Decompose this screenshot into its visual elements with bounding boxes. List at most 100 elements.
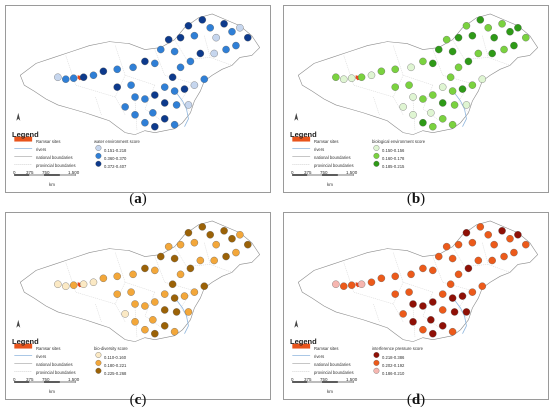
national-boundary: [19, 13, 261, 135]
site-marker: [427, 109, 435, 117]
scale-750: 750: [42, 170, 50, 175]
site-marker: [186, 57, 195, 66]
site-marker: [448, 47, 457, 56]
site-marker: [500, 252, 508, 261]
provincial-boundary: [458, 290, 471, 320]
site-marker: [462, 308, 471, 316]
score-class-symbol: [373, 359, 380, 366]
site-marker: [438, 83, 447, 91]
site-marker: [210, 256, 218, 265]
scale-0: 0: [13, 377, 16, 382]
site-marker: [405, 81, 413, 89]
scale-375: 375: [304, 170, 312, 175]
north-arrow-icon: [16, 112, 21, 121]
scale-bar-segment: [44, 174, 60, 176]
provincial-boundary: [65, 55, 116, 98]
site-marker: [448, 120, 457, 129]
scale-1500: 1,500: [346, 170, 358, 175]
scale-375: 375: [26, 170, 34, 175]
score-class-3: 0.372-0.407: [104, 164, 127, 169]
site-marker: [347, 74, 356, 82]
river-line: [176, 92, 189, 127]
site-marker: [141, 95, 149, 103]
provincial-boundary: [115, 252, 155, 293]
score-class-symbol: [95, 359, 102, 366]
site-marker: [222, 45, 230, 54]
score-class-3: 0.185-0.215: [382, 164, 405, 169]
site-marker: [99, 274, 108, 283]
score-class-1: 0.218-0.386: [382, 355, 405, 360]
site-marker: [377, 274, 386, 283]
map-panel-d: Legend Ramsar sites rivers national boun…: [283, 212, 549, 400]
legend-provincial: provincial boundaries: [36, 163, 76, 168]
site-marker: [427, 316, 435, 324]
legend-ramsar: Ramsar sites: [36, 139, 61, 144]
provincial-boundary: [144, 292, 165, 330]
legend-national: national boundaries: [314, 362, 351, 367]
site-marker: [62, 75, 70, 83]
legend-provincial: provincial boundaries: [36, 370, 76, 375]
scale-750: 750: [320, 377, 328, 382]
score-class-2: 0.160-0.178: [382, 156, 405, 161]
site-marker: [244, 240, 252, 249]
site-marker: [429, 329, 437, 338]
caption-d: (d): [406, 392, 426, 408]
site-marker: [438, 306, 447, 314]
scale-0: 0: [13, 170, 16, 175]
site-marker: [160, 290, 169, 298]
site-marker: [522, 33, 530, 42]
site-marker: [476, 16, 485, 24]
national-boundary: [297, 220, 539, 342]
site-marker: [405, 288, 413, 296]
site-marker: [200, 75, 209, 83]
site-marker: [180, 292, 189, 300]
provincial-boundary: [393, 252, 433, 293]
site-marker: [429, 91, 437, 99]
score-title: biological environment score: [372, 139, 426, 144]
site-marker: [490, 33, 498, 42]
site-marker: [244, 33, 252, 42]
site-marker: [212, 240, 220, 249]
site-marker: [464, 57, 473, 66]
site-marker: [151, 122, 159, 131]
scale-375: 375: [304, 377, 312, 382]
site-marker: [160, 306, 169, 314]
site-marker: [190, 288, 199, 296]
site-marker: [113, 290, 121, 298]
site-marker: [419, 57, 427, 66]
site-marker: [220, 227, 228, 235]
legend-rivers: rivers: [314, 354, 325, 359]
site-marker: [89, 71, 98, 79]
score-class-symbol: [95, 367, 102, 374]
site-marker: [468, 288, 477, 296]
provincial-boundary: [482, 242, 511, 273]
scale-bar-segment: [44, 381, 60, 383]
score-class-2: 0.202-0.192: [382, 363, 405, 368]
site-marker: [141, 326, 149, 334]
site-marker: [514, 24, 522, 32]
site-marker: [99, 67, 108, 76]
scale-1500: 1,500: [346, 377, 358, 382]
score-title: interference pressure score: [372, 346, 423, 351]
site-marker: [170, 120, 179, 129]
score-class-2: 0.180-0.221: [104, 363, 127, 368]
site-marker: [474, 256, 483, 265]
site-marker: [367, 278, 376, 286]
china-map-c: [14, 220, 261, 383]
site-marker: [149, 109, 157, 117]
score-class-symbol: [373, 145, 380, 151]
site-marker: [190, 238, 199, 247]
legend-title: Legend: [12, 337, 39, 346]
caption-b: (b): [406, 191, 426, 207]
north-arrow-icon: [294, 112, 299, 121]
site-marker: [484, 24, 492, 32]
site-marker: [210, 49, 218, 58]
score-class-symbol: [95, 145, 102, 151]
site-marker: [510, 248, 518, 257]
site-marker: [228, 27, 236, 36]
site-marker: [377, 67, 386, 76]
legend-national: national boundaries: [314, 155, 351, 160]
site-marker: [186, 264, 195, 273]
site-marker: [69, 281, 78, 289]
legend-title: Legend: [12, 130, 39, 139]
